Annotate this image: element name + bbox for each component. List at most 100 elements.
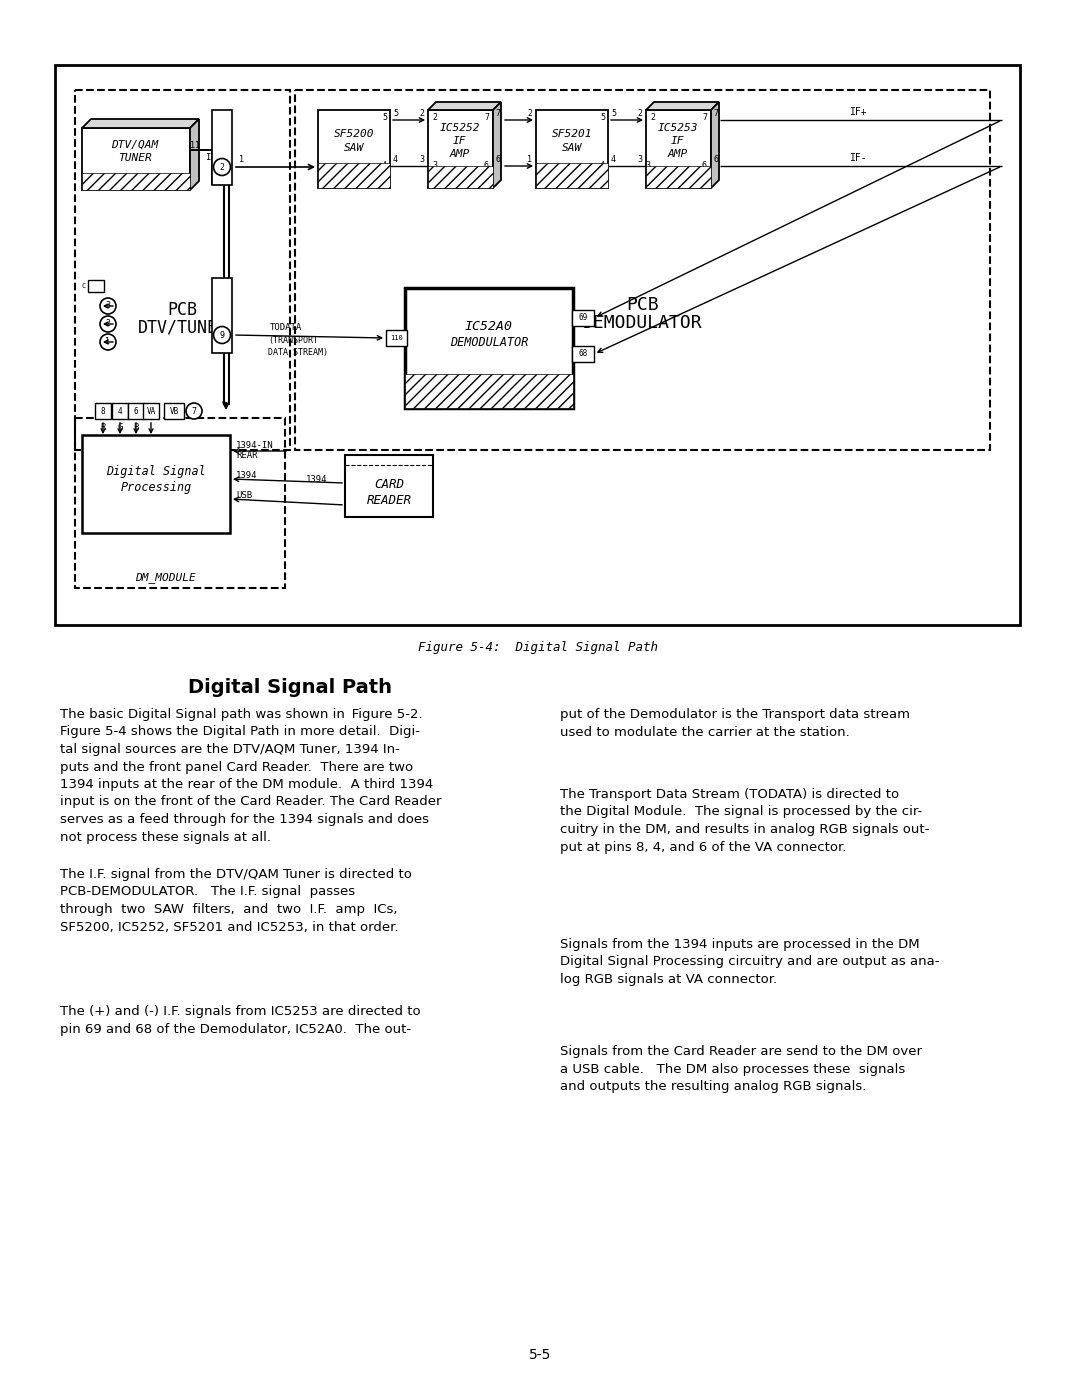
Bar [212, 278, 232, 353]
Text: DEMODULATOR: DEMODULATOR [583, 314, 702, 332]
Text: The (+) and (-) I.F. signals from IC5253 are directed to
pin 69 and 68 of the De: The (+) and (-) I.F. signals from IC5253… [60, 1004, 420, 1035]
Text: DTV/QAM: DTV/QAM [111, 140, 159, 149]
Text: 4: 4 [382, 162, 387, 170]
Bar [345, 455, 433, 517]
Text: 7: 7 [702, 113, 707, 122]
Text: C: C [82, 284, 86, 289]
Text: put of the Demodulator is the Transport data stream
used to modulate the carrier: put of the Demodulator is the Transport … [561, 708, 910, 739]
Text: IF-: IF- [850, 154, 867, 163]
Text: 6: 6 [702, 162, 707, 170]
Text: 9: 9 [219, 331, 225, 339]
Text: 3: 3 [637, 155, 642, 165]
Text: 2: 2 [219, 140, 225, 148]
Polygon shape [82, 119, 199, 129]
Bar [75, 418, 285, 588]
Bar [95, 402, 111, 419]
Circle shape [100, 316, 116, 332]
Text: Digital Signal Path: Digital Signal Path [188, 678, 392, 697]
Text: 2: 2 [219, 162, 225, 172]
Text: C: C [219, 116, 225, 124]
Bar [572, 310, 594, 326]
Text: 3: 3 [432, 162, 437, 170]
Bar [386, 330, 407, 346]
Bar [82, 434, 230, 534]
Text: 5-5: 5-5 [529, 1348, 551, 1362]
Text: 110: 110 [390, 335, 403, 341]
Text: N: N [219, 296, 225, 305]
Text: READER: READER [366, 495, 411, 507]
Text: CARD: CARD [374, 479, 404, 492]
Polygon shape [492, 102, 501, 189]
Bar [82, 129, 190, 190]
Text: USB: USB [237, 490, 252, 500]
Text: IC52A0: IC52A0 [465, 320, 513, 332]
Bar [536, 163, 608, 189]
Text: IF: IF [671, 136, 685, 147]
Bar [129, 402, 144, 419]
Circle shape [100, 334, 116, 351]
Text: VA: VA [147, 407, 156, 415]
Bar [536, 110, 608, 189]
Text: SF5201: SF5201 [552, 129, 592, 138]
Circle shape [186, 402, 202, 419]
Text: 2: 2 [419, 109, 424, 119]
Text: REAR: REAR [237, 451, 257, 461]
Text: 5: 5 [382, 113, 387, 123]
Text: 7: 7 [713, 109, 718, 117]
Text: 3: 3 [419, 155, 424, 165]
Bar [405, 288, 573, 408]
Text: Digital Signal: Digital Signal [106, 464, 206, 478]
Text: 6: 6 [713, 155, 718, 163]
Text: 3: 3 [106, 302, 110, 310]
Text: 1: 1 [106, 338, 110, 346]
Bar [87, 279, 104, 292]
Text: IC5253: IC5253 [658, 123, 698, 133]
Polygon shape [646, 102, 719, 110]
Text: D: D [94, 284, 98, 289]
Polygon shape [428, 102, 501, 110]
Polygon shape [190, 119, 199, 190]
Circle shape [100, 298, 116, 314]
Text: 6: 6 [134, 407, 138, 415]
Text: 4: 4 [393, 155, 399, 165]
Text: DATA STREAM): DATA STREAM) [268, 348, 328, 358]
Bar [428, 110, 492, 189]
Text: DTV/TUNER: DTV/TUNER [137, 319, 228, 337]
Bar [212, 110, 232, 184]
Text: SAW: SAW [562, 142, 582, 154]
Text: B: B [133, 422, 138, 432]
Bar [646, 166, 711, 189]
Bar [318, 163, 390, 189]
Text: 7: 7 [191, 407, 197, 415]
Text: 1394: 1394 [237, 471, 257, 479]
Text: AMP: AMP [667, 149, 688, 159]
Text: 2: 2 [432, 113, 437, 122]
Text: Processing: Processing [120, 481, 191, 493]
Bar [318, 110, 390, 189]
Text: 3: 3 [645, 162, 650, 170]
Bar [295, 89, 990, 450]
Bar [646, 110, 711, 189]
Text: C: C [219, 284, 225, 292]
Text: 1: 1 [219, 307, 225, 317]
Text: 4: 4 [600, 162, 605, 170]
Text: Signals from the 1394 inputs are processed in the DM
Digital Signal Processing c: Signals from the 1394 inputs are process… [561, 937, 940, 986]
Text: VB: VB [170, 407, 178, 415]
Text: 5: 5 [611, 109, 616, 119]
Text: DM_MODULE: DM_MODULE [135, 573, 195, 584]
Circle shape [214, 158, 230, 176]
Text: IF: IF [453, 136, 467, 147]
Text: 7: 7 [484, 113, 489, 122]
Text: 5: 5 [600, 113, 605, 123]
Text: The I.F. signal from the DTV/QAM Tuner is directed to
PCB-DEMODULATOR.   The I.F: The I.F. signal from the DTV/QAM Tuner i… [60, 868, 411, 933]
Text: TODATA: TODATA [270, 324, 302, 332]
Text: The Transport Data Stream (TODATA) is directed to
the Digital Module.  The signa: The Transport Data Stream (TODATA) is di… [561, 788, 930, 854]
Text: The basic Digital Signal path was shown in  Figure 5-2.
Figure 5-4 shows the Dig: The basic Digital Signal path was shown … [60, 708, 442, 844]
Text: N: N [219, 127, 225, 137]
Text: IF+: IF+ [850, 108, 867, 117]
Text: Figure 5-4:  Digital Signal Path: Figure 5-4: Digital Signal Path [418, 640, 658, 654]
Text: PCB: PCB [626, 296, 659, 314]
Text: 4: 4 [118, 407, 122, 415]
Bar [112, 402, 129, 419]
Text: TUNER: TUNER [118, 154, 152, 163]
